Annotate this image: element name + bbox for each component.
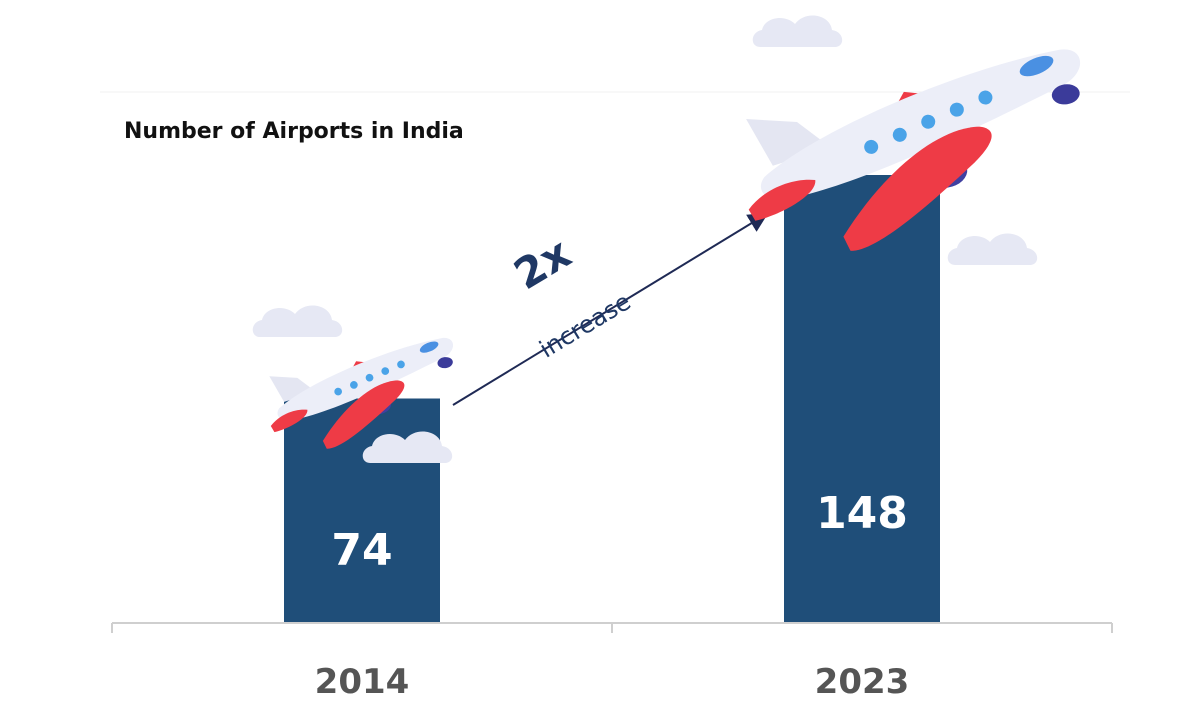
chart-title: Number of Airports in India [124,119,464,144]
annotation-multiplier: 2x [506,228,580,299]
data-label: 148 [816,488,908,539]
cloud-decoration [947,233,1038,265]
data-label: 74 [331,525,392,576]
cloud-decoration [252,305,343,337]
annotation-text: increase [535,287,636,363]
bar-2023 [784,175,940,622]
cloud-decoration [752,15,843,47]
increase-arrow [452,212,769,406]
bar-2014 [284,398,440,622]
x-tick-label: 2014 [315,662,410,702]
x-tick-label: 2023 [815,662,910,702]
